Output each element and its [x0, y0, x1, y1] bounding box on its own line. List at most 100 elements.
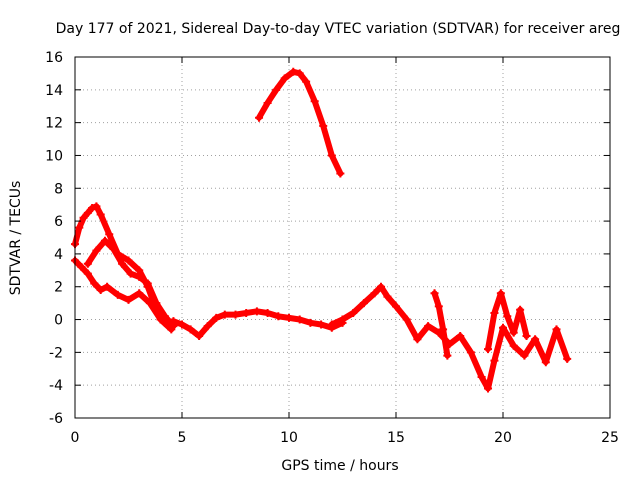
- data-point-marker: [83, 269, 92, 278]
- data-point-marker: [434, 302, 443, 311]
- y-tick-label: 14: [45, 83, 63, 99]
- x-tick-label: 10: [280, 430, 298, 446]
- data-point-marker: [255, 113, 264, 122]
- data-point-marker: [402, 315, 411, 324]
- data-point-marker: [75, 223, 84, 232]
- data-point-marker: [392, 302, 400, 311]
- data-point-marker: [430, 289, 439, 298]
- y-tick-label: 4: [54, 247, 63, 263]
- data-point-marker: [186, 325, 195, 334]
- data-point-marker: [124, 256, 133, 265]
- data-point-marker: [203, 322, 212, 331]
- data-point-marker: [135, 289, 144, 298]
- data-point-marker: [552, 325, 561, 334]
- data-point-marker: [152, 299, 161, 308]
- data-point-marker: [503, 312, 512, 321]
- data-point-marker: [490, 356, 499, 365]
- data-point-marker: [370, 289, 379, 298]
- data-point-marker: [274, 312, 283, 321]
- data-point-marker: [563, 354, 572, 363]
- data-point-marker: [77, 263, 86, 272]
- data-point-marker: [424, 322, 433, 331]
- data-point-marker: [79, 213, 88, 222]
- data-point-marker: [178, 320, 186, 329]
- data-point-marker: [88, 203, 97, 212]
- data-series-group: [71, 67, 572, 393]
- data-point-marker: [242, 308, 251, 317]
- data-point-marker: [92, 202, 101, 211]
- data-point-marker: [289, 67, 298, 76]
- data-point-marker: [509, 328, 518, 337]
- data-point-marker: [263, 98, 272, 107]
- x-tick-label: 5: [178, 430, 187, 446]
- x-tick-label: 0: [71, 430, 80, 446]
- y-tick-label: 10: [45, 148, 63, 164]
- data-point-marker: [156, 315, 165, 324]
- data-point-marker: [499, 323, 507, 332]
- y-tick-label: 8: [54, 181, 63, 197]
- y-tick-label: 6: [54, 214, 63, 230]
- data-point-marker: [109, 244, 118, 253]
- series-arc-6: [431, 290, 451, 359]
- data-point-marker: [377, 282, 386, 291]
- y-axis-label: SDTVAR / TECUs: [8, 181, 24, 296]
- data-point-marker: [252, 307, 261, 316]
- y-tick-label: -2: [49, 345, 63, 361]
- data-point-marker: [443, 351, 452, 360]
- data-point-marker: [336, 169, 345, 178]
- data-point-marker: [212, 313, 221, 322]
- data-point-marker: [105, 230, 114, 239]
- series-arc-5: [328, 283, 571, 392]
- data-point-marker: [169, 322, 178, 331]
- data-point-marker: [359, 299, 368, 308]
- y-tick-label: 16: [45, 50, 63, 66]
- x-tick-label: 25: [601, 430, 619, 446]
- data-point-marker: [118, 259, 127, 268]
- data-point-marker: [100, 236, 109, 245]
- data-point-marker: [272, 85, 281, 94]
- data-point-marker: [413, 335, 422, 344]
- data-point-marker: [383, 292, 392, 301]
- data-point-marker: [338, 315, 347, 324]
- x-tick-label: 20: [494, 430, 512, 446]
- data-point-marker: [319, 121, 328, 130]
- chart-title: Day 177 of 2021, Sidereal Day-to-day VTE…: [56, 21, 621, 37]
- y-tick-label: 12: [45, 116, 63, 132]
- data-point-marker: [143, 279, 152, 288]
- data-point-marker: [135, 272, 144, 281]
- data-point-marker: [90, 279, 99, 288]
- data-point-marker: [113, 290, 122, 299]
- x-tick-label: 15: [387, 430, 405, 446]
- data-point-marker: [516, 305, 525, 314]
- data-point-marker: [317, 320, 326, 329]
- data-point-marker: [466, 348, 475, 357]
- data-point-marker: [327, 151, 336, 160]
- data-point-marker: [484, 345, 493, 354]
- data-point-marker: [306, 318, 315, 327]
- grid-lines: [74, 56, 611, 419]
- data-point-marker: [327, 320, 336, 329]
- data-point-marker: [83, 259, 92, 268]
- data-point-marker: [439, 325, 448, 334]
- data-point-marker: [490, 308, 499, 317]
- data-point-marker: [195, 331, 204, 340]
- data-point-marker: [456, 331, 465, 340]
- series-arc-3: [84, 237, 177, 330]
- data-point-marker: [231, 310, 240, 319]
- data-point-marker: [96, 210, 105, 219]
- data-point-marker: [509, 341, 518, 350]
- x-axis-ticks: 0 5 10 15 20 25: [71, 57, 619, 446]
- data-point-marker: [522, 331, 531, 340]
- data-point-marker: [285, 313, 293, 322]
- data-point-marker: [103, 282, 112, 291]
- data-point-marker: [349, 308, 358, 317]
- data-point-marker: [295, 69, 304, 78]
- data-point-marker: [124, 295, 133, 304]
- data-point-marker: [280, 74, 289, 83]
- data-point-marker: [263, 308, 272, 317]
- data-point-marker: [220, 310, 229, 319]
- data-point-marker: [310, 97, 319, 106]
- data-point-marker: [520, 351, 529, 360]
- data-point-marker: [83, 208, 92, 217]
